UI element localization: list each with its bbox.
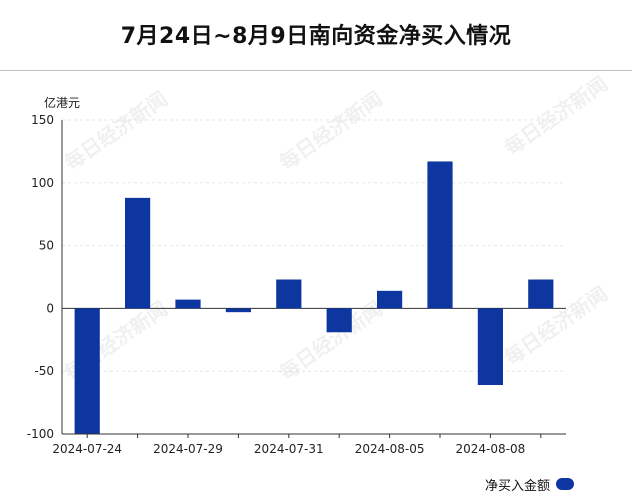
x-tick-label: 2024-08-05 bbox=[355, 442, 425, 456]
chart-title: 7月24日~8月9日南向资金净买入情况 bbox=[120, 24, 512, 49]
bar-2024-07-24 bbox=[74, 308, 100, 434]
y-tick-label: 150 bbox=[31, 113, 54, 127]
bar-2024-07-30 bbox=[225, 308, 251, 313]
x-tick-label: 2024-07-31 bbox=[254, 442, 324, 456]
y-tick-label: -50 bbox=[34, 364, 54, 378]
bar-2024-08-08 bbox=[477, 308, 503, 386]
bar-2024-08-09 bbox=[528, 279, 554, 309]
bar-2024-08-06 bbox=[427, 161, 453, 309]
bar-2024-08-01 bbox=[326, 308, 352, 333]
x-tick-label: 2024-08-08 bbox=[456, 442, 526, 456]
y-axis-unit-label: 亿港元 bbox=[44, 96, 81, 110]
x-tick-label: 2024-07-29 bbox=[153, 442, 223, 456]
bar-2024-07-29 bbox=[175, 299, 201, 309]
y-tick-label: -100 bbox=[27, 427, 54, 441]
bar-2024-07-26 bbox=[125, 197, 151, 309]
y-tick-label: 0 bbox=[46, 301, 54, 315]
bar-2024-08-05 bbox=[377, 290, 403, 309]
bars bbox=[74, 161, 554, 434]
y-tick-label: 50 bbox=[39, 239, 54, 253]
legend-swatch bbox=[556, 478, 574, 490]
legend: 净买入金额 bbox=[485, 474, 574, 494]
x-tick-label: 2024-07-24 bbox=[52, 442, 122, 456]
title-divider bbox=[0, 70, 632, 71]
y-tick-label: 100 bbox=[31, 176, 54, 190]
legend-label: 净买入金额 bbox=[484, 478, 550, 494]
bar-2024-07-31 bbox=[276, 279, 302, 309]
